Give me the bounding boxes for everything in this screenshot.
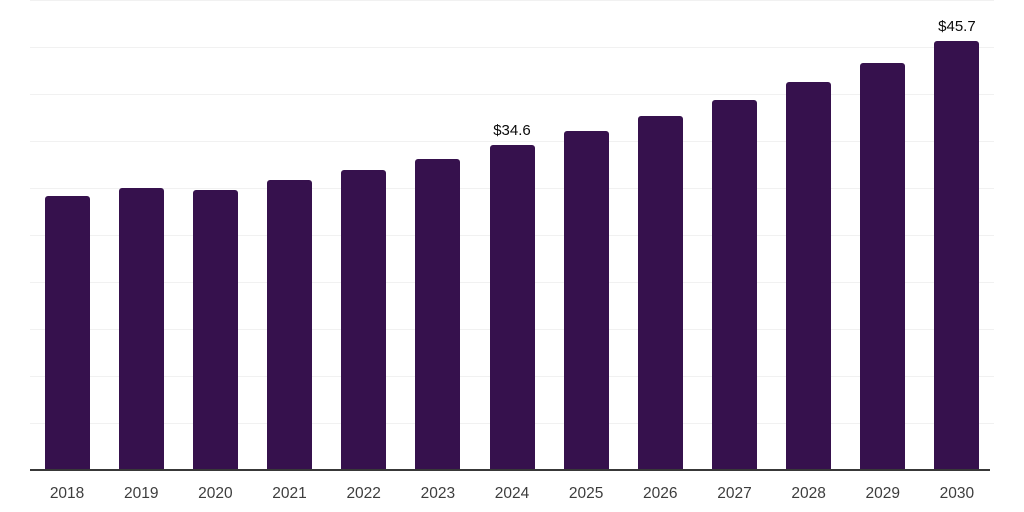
bar-2024 xyxy=(489,145,535,470)
x-tick-2030: 2030 xyxy=(939,485,975,502)
bar-2030 xyxy=(934,41,980,470)
x-tick-2022: 2022 xyxy=(346,485,381,502)
x-tick-2028: 2028 xyxy=(791,485,826,502)
x-axis-line xyxy=(30,469,990,471)
x-tick-2027: 2027 xyxy=(717,485,752,502)
x-tick-2020: 2020 xyxy=(198,485,233,502)
bar-2022 xyxy=(341,169,387,470)
x-tick-2018: 2018 xyxy=(49,485,85,502)
bar-2020 xyxy=(192,190,238,470)
value-label-2024: $34.6 xyxy=(493,122,531,140)
bar-2027 xyxy=(711,100,757,470)
bar-2018 xyxy=(44,196,90,470)
gridline-50 xyxy=(30,0,994,2)
gridline-35 xyxy=(30,141,994,143)
bar-2019 xyxy=(118,187,164,470)
x-tick-2019: 2019 xyxy=(123,485,159,502)
bar-2029 xyxy=(860,62,906,470)
gridline-45 xyxy=(30,47,994,49)
x-tick-2026: 2026 xyxy=(643,485,678,502)
x-tick-2023: 2023 xyxy=(420,485,456,502)
value-label-2030: $45.7 xyxy=(938,18,976,36)
x-tick-2029: 2029 xyxy=(865,485,900,502)
x-tick-2021: 2021 xyxy=(272,485,307,502)
x-tick-2025: 2025 xyxy=(568,485,604,502)
bar-2028 xyxy=(786,81,832,470)
bar-2025 xyxy=(563,131,609,470)
bar-2026 xyxy=(637,116,683,470)
x-tick-2024: 2024 xyxy=(494,485,530,502)
bar-2023 xyxy=(415,158,461,470)
bar-2021 xyxy=(267,180,313,470)
gridline-40 xyxy=(30,94,994,96)
